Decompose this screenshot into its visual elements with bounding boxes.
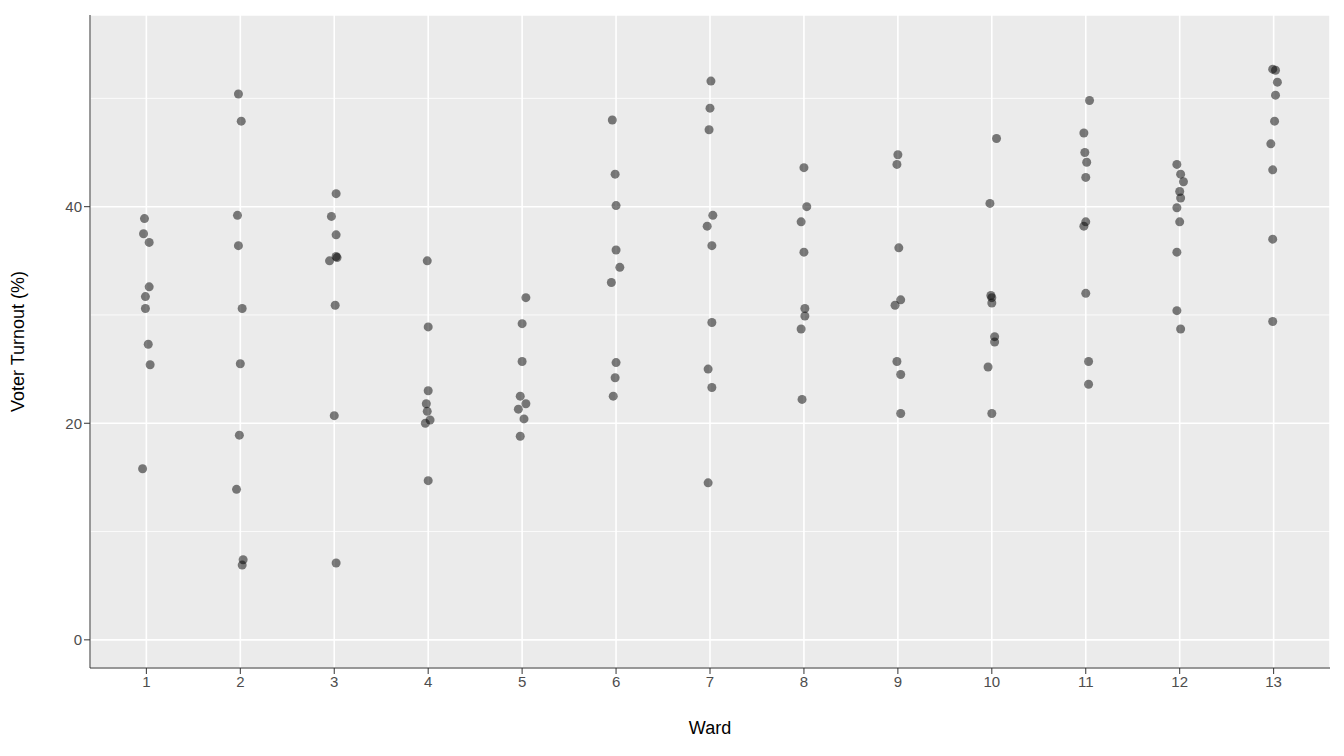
- svg-text:13: 13: [1265, 673, 1282, 690]
- svg-text:11: 11: [1078, 673, 1094, 690]
- svg-text:0: 0: [74, 631, 82, 648]
- svg-text:2: 2: [236, 673, 244, 690]
- svg-text:3: 3: [330, 673, 338, 690]
- svg-text:8: 8: [800, 673, 808, 690]
- svg-text:7: 7: [706, 673, 714, 690]
- svg-text:4: 4: [424, 673, 432, 690]
- svg-text:12: 12: [1171, 673, 1188, 690]
- svg-text:40: 40: [65, 198, 82, 215]
- svg-text:9: 9: [894, 673, 902, 690]
- svg-text:1: 1: [142, 673, 150, 690]
- svg-text:5: 5: [518, 673, 526, 690]
- svg-text:Ward: Ward: [689, 718, 731, 738]
- svg-text:10: 10: [983, 673, 1000, 690]
- svg-text:20: 20: [65, 415, 82, 432]
- svg-text:Voter Turnout (%): Voter Turnout (%): [8, 271, 28, 412]
- svg-text:6: 6: [612, 673, 620, 690]
